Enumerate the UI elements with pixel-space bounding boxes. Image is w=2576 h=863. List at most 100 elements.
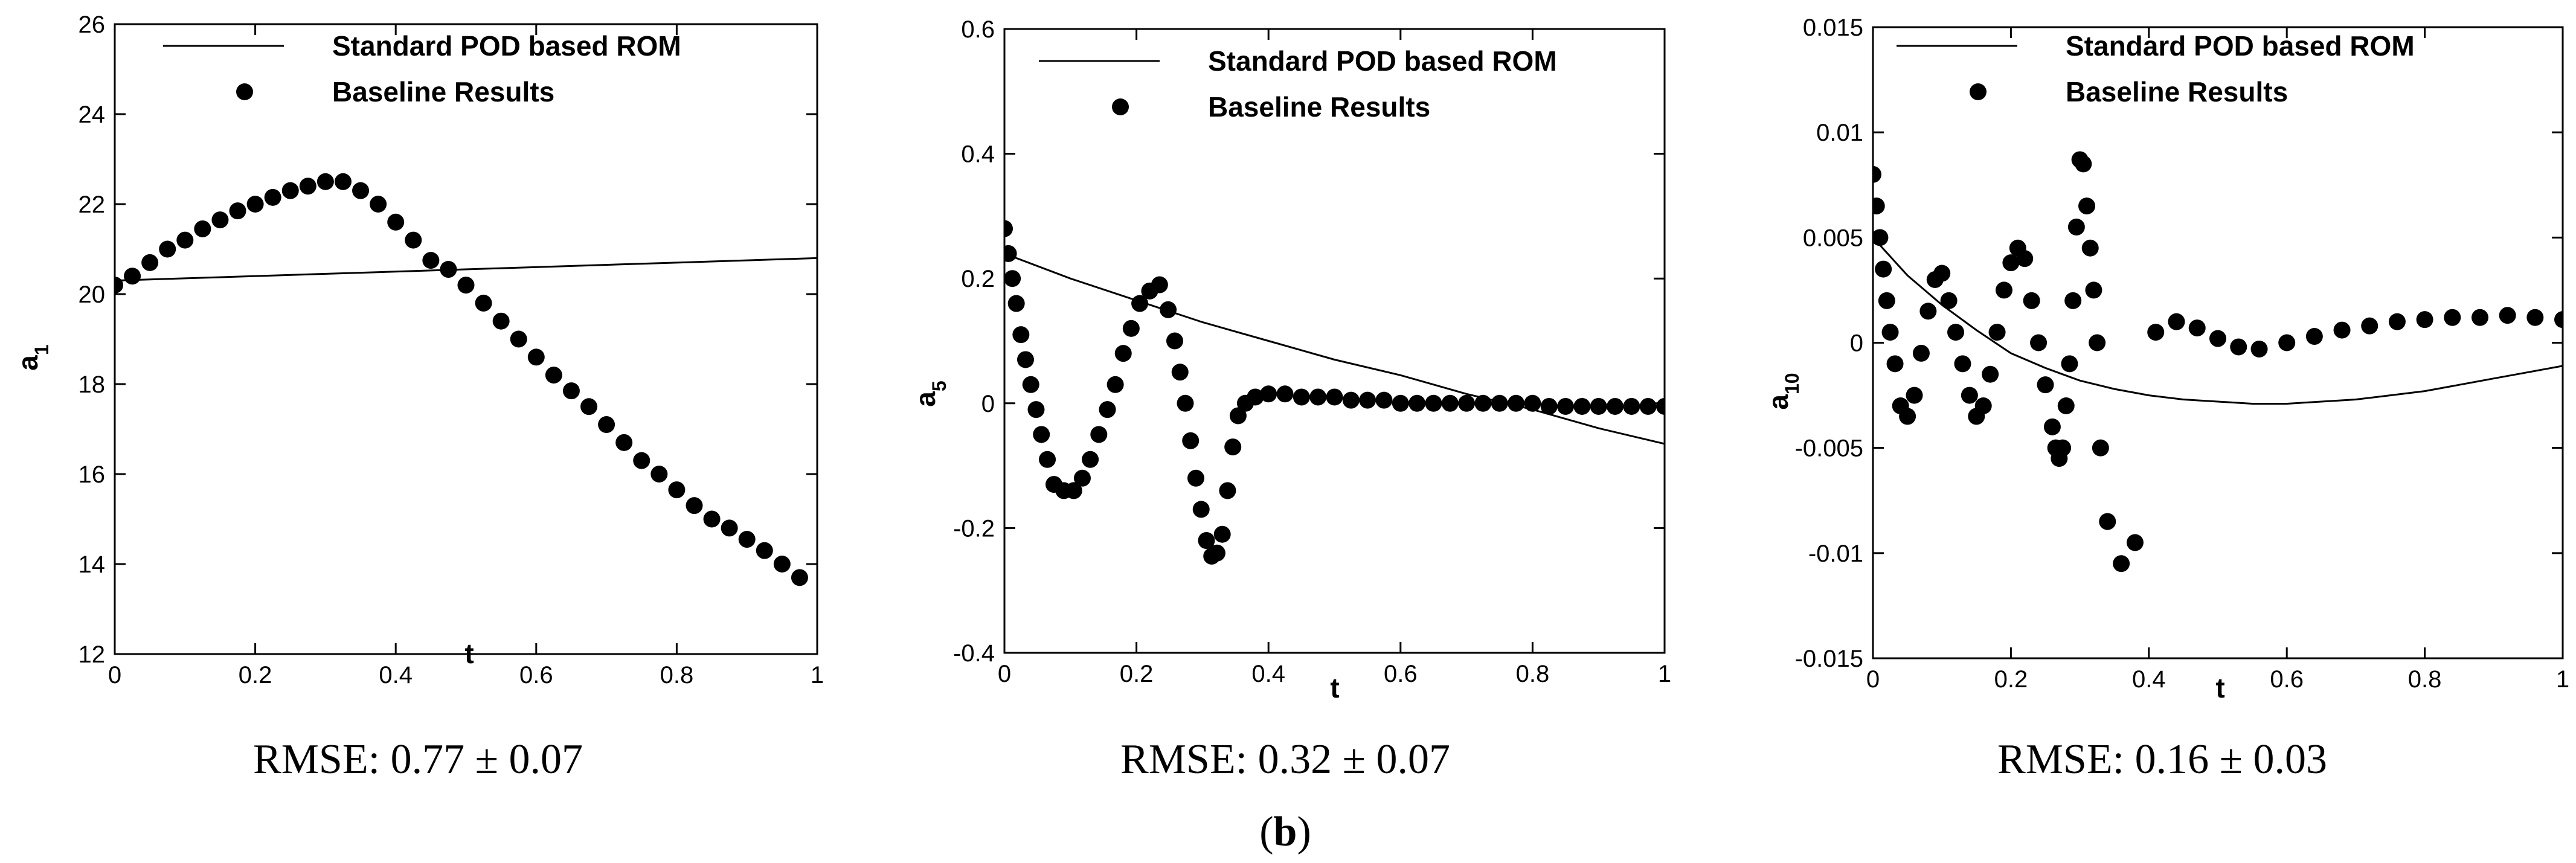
- y-axis-title-sub-1: 1: [31, 344, 53, 355]
- legend-label-baseline-1: Baseline Results: [332, 76, 554, 107]
- data-point-3-47: [2147, 324, 2165, 341]
- plot-area-2: 0 0.2 0.4 0.6 0.8 1 -0.4 -0.2 0 0.2 0.4 0.6 Standard…: [953, 16, 1671, 687]
- y-tick-label-1-3: 18: [79, 371, 106, 398]
- data-point-1-31: [650, 466, 668, 483]
- data-point-3-4: [1878, 292, 1895, 309]
- data-point-3-21: [1988, 324, 2006, 341]
- data-point-2-51: [1458, 394, 1476, 412]
- plot-frame-1: [114, 23, 818, 655]
- x-tick-label-2-1: 0.2: [1120, 661, 1154, 687]
- data-point-3-11: [1919, 303, 1937, 320]
- y-tick-label-2-0: -0.4: [953, 640, 995, 667]
- data-point-3-25: [2016, 250, 2034, 268]
- x-tick-label-3-4: 0.8: [2408, 666, 2442, 693]
- data-point-3-15: [1947, 324, 1965, 341]
- data-point-2-43: [1326, 388, 1343, 406]
- data-point-3-1: [1873, 197, 1885, 215]
- data-point-3-53: [2278, 334, 2296, 351]
- series-line-3: [1873, 237, 2563, 405]
- data-point-1-7: [229, 202, 246, 220]
- y-tick-label-1-0: 12: [79, 641, 106, 668]
- data-point-1-20: [457, 277, 475, 294]
- data-point-3-63: [2554, 311, 2563, 329]
- data-point-1-17: [405, 231, 422, 249]
- data-point-2-36: [1229, 407, 1247, 425]
- data-point-1-13: [334, 173, 352, 190]
- data-point-2-48: [1408, 394, 1426, 412]
- rmse-caption-1: RMSE: 0.77 ± 0.07: [253, 736, 583, 783]
- legend-label-baseline-3: Baseline Results: [2066, 76, 2288, 107]
- data-point-2-4: [1012, 326, 1030, 344]
- data-point-1-34: [703, 510, 721, 528]
- data-layer-1: [115, 173, 817, 586]
- data-point-2-35: [1224, 438, 1242, 456]
- plot-area-1: 0 0.2 0.4 0.6 0.8 1 12 14 16 18 20 22 24 26 Standard P…: [79, 11, 824, 688]
- data-point-3-57: [2388, 313, 2406, 330]
- data-point-2-58: [1573, 397, 1591, 415]
- data-point-3-56: [2361, 317, 2378, 335]
- data-point-3-10: [1912, 344, 1930, 362]
- data-point-3-27: [2030, 334, 2048, 351]
- data-point-2-40: [1276, 385, 1294, 403]
- data-point-1-4: [176, 231, 194, 249]
- rmse-caption-2: RMSE: 0.32 ± 0.07: [1120, 736, 1450, 783]
- data-layer-2: [1004, 220, 1665, 565]
- data-point-2-22: [1151, 276, 1168, 294]
- data-point-3-48: [2168, 313, 2185, 330]
- data-point-2-56: [1540, 397, 1558, 415]
- data-point-3-39: [2078, 197, 2096, 215]
- data-point-3-8: [1899, 408, 1916, 425]
- data-point-3-38: [2075, 155, 2092, 173]
- data-point-2-18: [1114, 345, 1132, 362]
- legend-label-rom-3: Standard POD based ROM: [2066, 30, 2415, 62]
- data-point-2-50: [1441, 394, 1459, 412]
- data-point-2-34: [1219, 482, 1236, 499]
- data-point-1-23: [510, 330, 527, 348]
- y-tick-label-2-1: -0.2: [953, 515, 995, 542]
- y-tick-label-3-0: -0.015: [1795, 646, 1863, 672]
- data-point-1-32: [668, 481, 686, 499]
- x-tick-label-2-0: 0: [998, 661, 1011, 687]
- data-point-1-33: [686, 497, 703, 515]
- data-point-2-19: [1122, 319, 1140, 337]
- data-point-1-39: [791, 569, 808, 586]
- data-layer-3: [1873, 151, 2563, 573]
- data-point-2-45: [1359, 391, 1376, 409]
- data-point-1-14: [352, 182, 370, 199]
- rmse-caption-3: RMSE: 0.16 ± 0.03: [1997, 736, 2327, 783]
- x-tick-label-2-4: 0.8: [1516, 661, 1550, 687]
- data-point-1-19: [440, 261, 457, 278]
- data-point-1-5: [194, 220, 211, 237]
- data-point-2-29: [1192, 501, 1210, 518]
- data-point-1-29: [615, 434, 633, 451]
- data-point-2-42: [1309, 388, 1327, 406]
- data-point-3-51: [2230, 338, 2247, 356]
- y-tick-label-3-1: -0.01: [1808, 541, 1863, 567]
- y-tick-label-1-4: 20: [79, 281, 106, 308]
- panel-label: (b): [1259, 809, 1311, 855]
- data-point-2-49: [1425, 394, 1442, 412]
- y-tick-label-3-3: 0: [1850, 330, 1863, 357]
- series-line-2: [1004, 252, 1665, 445]
- y-axis-title-2: a5: [910, 380, 950, 406]
- data-point-2-0: [1004, 220, 1013, 237]
- x-tick-label-3-1: 0.2: [1994, 666, 2028, 693]
- plot-area-3: 0 0.2 0.4 0.6 0.8 1 -0.015 -0.01 -0.005 0 0.005 0.0…: [1795, 14, 2570, 693]
- legend-marker-swatch-1: [236, 83, 253, 100]
- data-point-1-11: [299, 178, 316, 195]
- x-tick-label-1-5: 1: [811, 662, 824, 688]
- data-point-2-55: [1524, 394, 1541, 412]
- data-point-1-28: [598, 416, 615, 434]
- x-tick-label-1-3: 0.6: [519, 662, 553, 688]
- data-point-3-60: [2471, 309, 2488, 326]
- data-point-1-25: [545, 367, 562, 384]
- plot-frame-2: [1003, 28, 1666, 654]
- legend-marker-swatch-2: [1112, 98, 1129, 115]
- data-point-1-26: [562, 382, 580, 400]
- x-tick-label-2-3: 0.6: [1384, 661, 1418, 687]
- data-point-3-20: [1982, 365, 1999, 383]
- data-point-3-43: [2092, 439, 2109, 457]
- data-point-1-1: [124, 268, 141, 285]
- panel-label-letter: b: [1274, 809, 1297, 855]
- data-point-1-10: [281, 182, 299, 199]
